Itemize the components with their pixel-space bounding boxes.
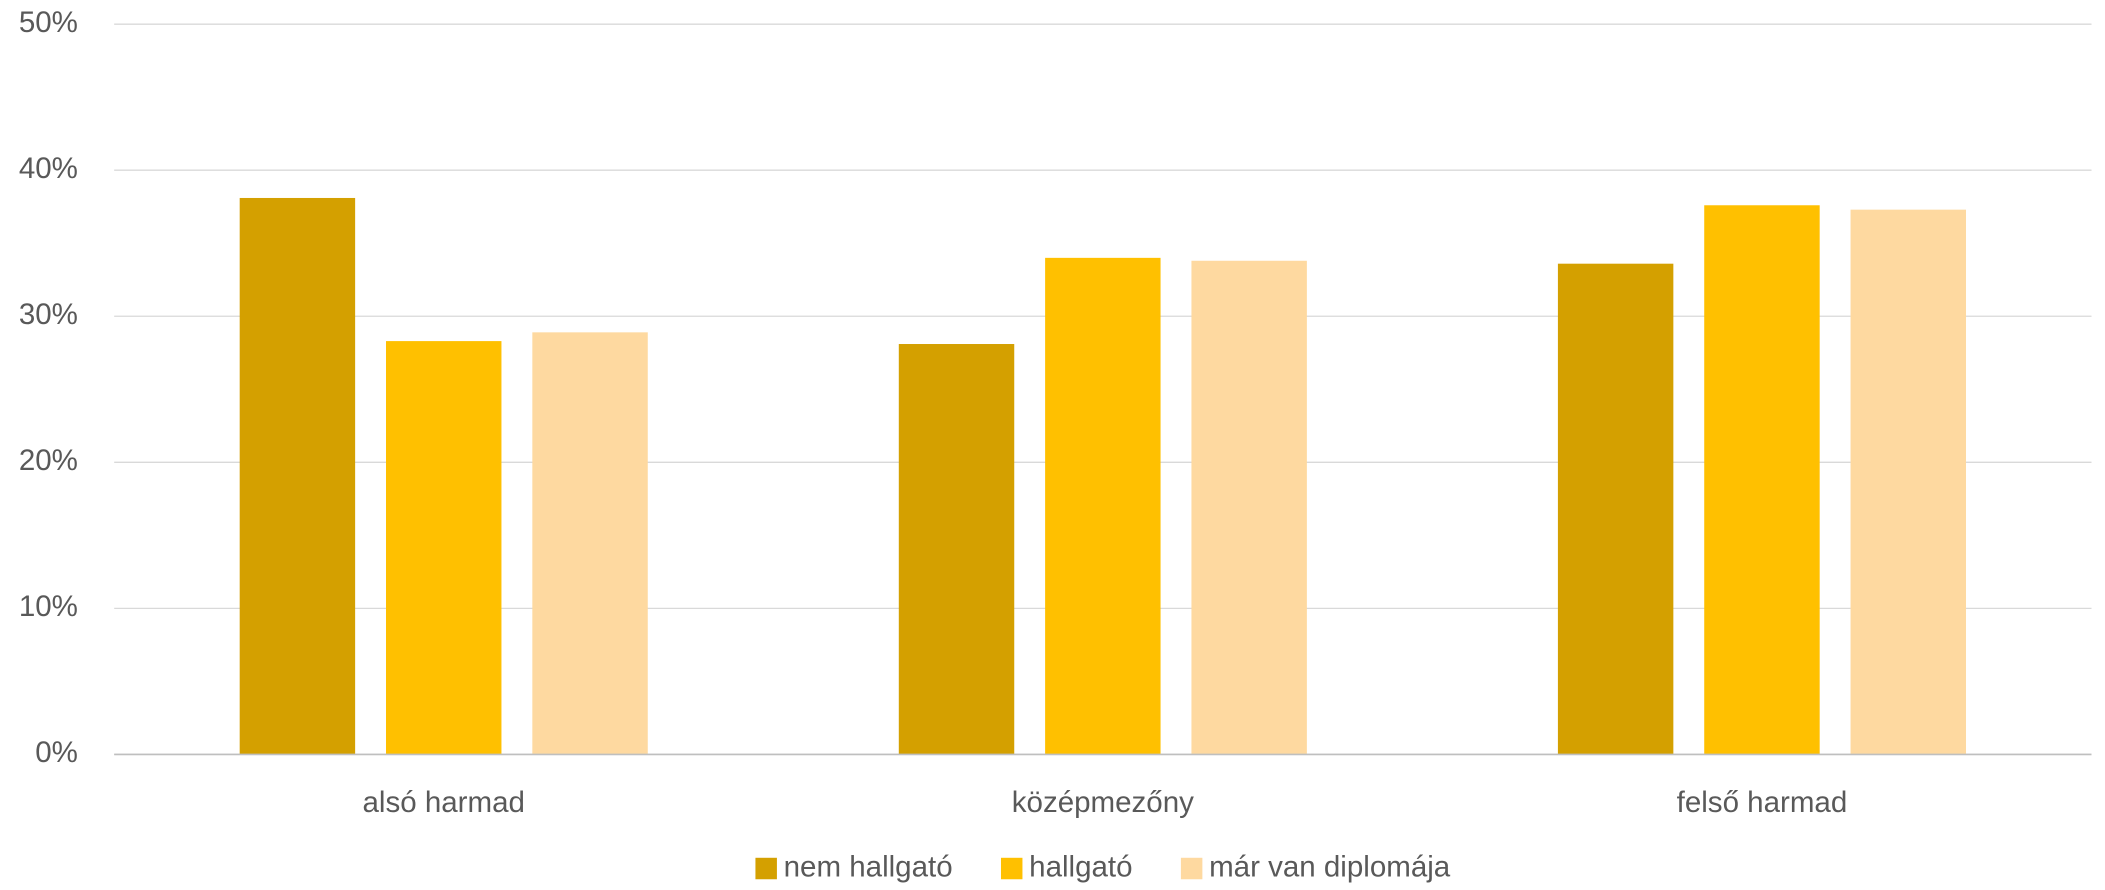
- bar: [386, 341, 502, 755]
- y-tick-label: 20%: [19, 444, 78, 477]
- y-tick-label: 30%: [19, 298, 78, 331]
- bar: [1557, 263, 1674, 755]
- y-tick-label: 0%: [35, 736, 78, 769]
- bar: [1045, 257, 1161, 755]
- legend-label: nem hallgató: [784, 850, 953, 883]
- x-tick-label: felső harmad: [1677, 786, 1848, 819]
- y-tick-label: 10%: [19, 590, 78, 623]
- y-tick-label: 40%: [19, 152, 78, 185]
- bar: [1191, 260, 1307, 755]
- bar: [1704, 205, 1820, 755]
- x-tick-label: középmezőny: [1012, 786, 1194, 819]
- bar: [239, 197, 356, 755]
- legend-swatch: [1180, 857, 1203, 880]
- y-tick-label: 50%: [19, 6, 78, 39]
- x-tick-label: alsó harmad: [363, 786, 525, 819]
- legend-label: hallgató: [1029, 850, 1132, 883]
- legend-swatch: [1000, 857, 1023, 880]
- legend-swatch: [755, 857, 777, 880]
- bar: [898, 344, 1015, 755]
- bar: [532, 332, 648, 755]
- legend-label: már van diplomája: [1209, 850, 1451, 883]
- bar: [1850, 209, 1966, 755]
